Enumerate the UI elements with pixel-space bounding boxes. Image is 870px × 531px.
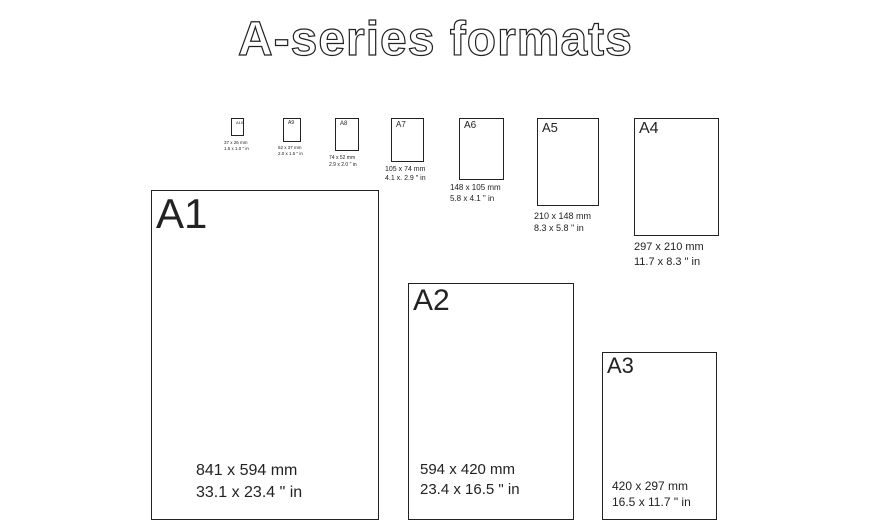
paper-a2-dims: 594 x 420 mm 23.4 x 16.5 " in — [420, 460, 520, 501]
paper-a2-label: A2 — [413, 286, 450, 316]
paper-a7-dims: 105 x 74 mm 4.1 x. 2.9 " in — [385, 165, 426, 184]
paper-a5-dims: 210 x 148 mm 8.3 x 5.8 " in — [534, 210, 591, 234]
paper-a9-in: 2.0 x 1.5 " in — [278, 151, 303, 157]
paper-a3-mm: 420 x 297 mm — [612, 478, 691, 494]
paper-a4-label: A4 — [639, 121, 659, 137]
paper-a4-in: 11.7 x 8.3 " in — [634, 255, 704, 270]
paper-a3-label: A3 — [607, 355, 634, 377]
paper-a10-label: A10 — [236, 121, 243, 125]
paper-a3-in: 16.5 x 11.7 " in — [612, 494, 691, 510]
paper-a4-mm: 297 x 210 mm — [634, 240, 704, 255]
paper-a7: A7 — [391, 118, 424, 162]
paper-a8-in: 2.9 x 2.0 " in — [329, 162, 357, 169]
paper-a8-mm: 74 x 52 mm — [329, 155, 357, 162]
paper-a10-dims: 37 x 26 mm 1.5 x 1.0 " in — [224, 140, 249, 152]
diagram-title: A-series formats — [238, 12, 633, 67]
paper-a1-dims: 841 x 594 mm 33.1 x 23.4 " in — [196, 460, 302, 503]
paper-a5-mm: 210 x 148 mm — [534, 210, 591, 222]
paper-a1-mm: 841 x 594 mm — [196, 460, 302, 482]
paper-a3-dims: 420 x 297 mm 16.5 x 11.7 " in — [612, 478, 691, 510]
paper-a10-in: 1.5 x 1.0 " in — [224, 146, 249, 152]
a-series-diagram: { "title": { "text": "A-series formats",… — [0, 0, 870, 531]
paper-a1-label: A1 — [156, 193, 207, 235]
paper-a7-in: 4.1 x. 2.9 " in — [385, 174, 426, 183]
paper-a6-mm: 148 x 105 mm — [450, 183, 501, 194]
paper-a10: A10 — [231, 118, 244, 136]
paper-a2-mm: 594 x 420 mm — [420, 460, 520, 480]
paper-a6-label: A6 — [464, 121, 476, 131]
paper-a8-label: A8 — [340, 121, 347, 127]
paper-a9: A9 — [283, 118, 301, 142]
paper-a2-in: 23.4 x 16.5 " in — [420, 480, 520, 500]
paper-a5-in: 8.3 x 5.8 " in — [534, 222, 591, 234]
paper-a5-label: A5 — [542, 121, 558, 134]
paper-a7-mm: 105 x 74 mm — [385, 165, 426, 174]
paper-a9-dims: 52 x 37 mm 2.0 x 1.5 " in — [278, 145, 303, 157]
paper-a6-in: 5.8 x 4.1 " in — [450, 194, 501, 205]
paper-a6: A6 — [459, 118, 504, 180]
paper-a8: A8 — [335, 118, 359, 151]
paper-a8-dims: 74 x 52 mm 2.9 x 2.0 " in — [329, 155, 357, 169]
paper-a5: A5 — [537, 118, 599, 206]
paper-a4: A4 — [634, 118, 719, 236]
paper-a1-in: 33.1 x 23.4 " in — [196, 482, 302, 504]
paper-a4-dims: 297 x 210 mm 11.7 x 8.3 " in — [634, 240, 704, 270]
paper-a6-dims: 148 x 105 mm 5.8 x 4.1 " in — [450, 183, 501, 205]
paper-a7-label: A7 — [396, 121, 406, 129]
paper-a9-label: A9 — [288, 121, 294, 126]
